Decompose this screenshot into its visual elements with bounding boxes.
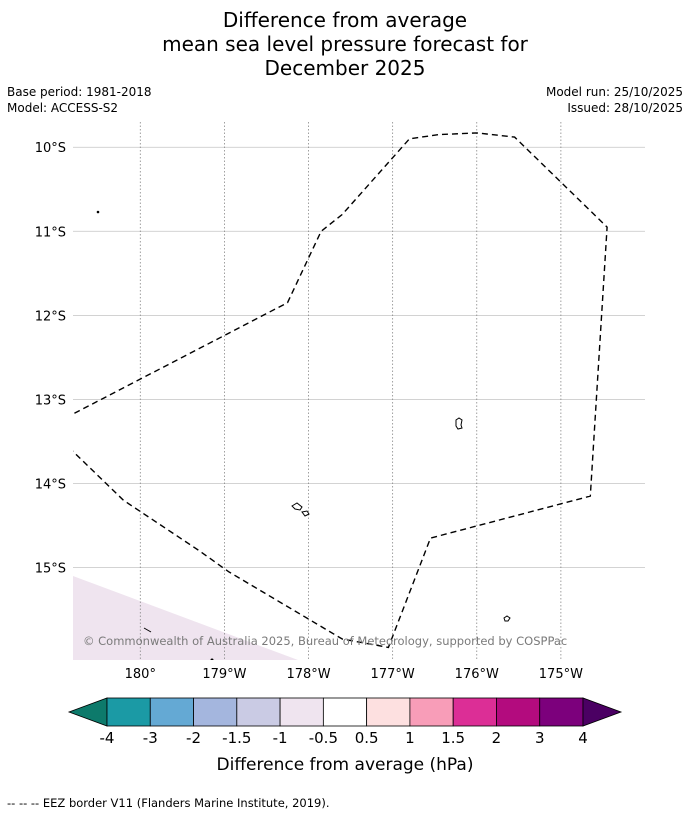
longitude-label: 179°W	[202, 667, 246, 682]
colorbar-cell	[366, 697, 411, 727]
colorbar-cell	[149, 697, 194, 727]
island-outline	[210, 658, 214, 660]
eez-legend-text: EEZ border V11 (Flanders Marine Institut…	[42, 796, 330, 810]
colorbar: -4 -3 -2 -1.5 -1 -0.5 0.5 1 1.5 2 3 4 Difference fr…	[67, 697, 623, 775]
colorbar-cell	[193, 697, 238, 727]
anomaly-region	[73, 576, 298, 660]
longitude-label: 175°W	[539, 667, 583, 682]
model-run: Model run: 25/10/2025	[545, 85, 683, 99]
colorbar-cell	[452, 697, 497, 727]
island-outline	[503, 615, 511, 622]
colorbar-tick-label: -1	[273, 729, 288, 747]
island-outline	[143, 627, 152, 633]
colorbar-tick-label: 2	[492, 729, 502, 747]
base-period: Base period: 1981-2018	[7, 85, 152, 99]
colorbar-cell	[279, 697, 324, 727]
colorbar-tick-label: 3	[535, 729, 545, 747]
island-outline	[301, 510, 310, 517]
colorbar-cell	[539, 697, 584, 727]
eez-legend-symbol: -- -- --	[7, 796, 40, 810]
issued-date: Issued: 28/10/2025	[567, 101, 683, 115]
island-outline	[291, 502, 303, 511]
title-line-2: mean sea level pressure forecast for	[162, 32, 528, 56]
colorbar-cell	[106, 697, 151, 727]
colorbar-tick-label: -2	[186, 729, 201, 747]
title-line-3: December 2025	[264, 56, 426, 80]
colorbar-tick-label: 4	[578, 729, 588, 747]
colorbar-tick-label: -4	[100, 729, 115, 747]
latitude-label: 12°S	[35, 309, 66, 324]
footer-legend: -- -- -- EEZ border V11 (Flanders Marine…	[7, 796, 330, 810]
colorbar-tick-label: -3	[143, 729, 158, 747]
island-outline	[455, 417, 463, 430]
colorbar-cell	[236, 697, 281, 727]
colorbar-cell	[496, 697, 541, 727]
island-outline	[96, 210, 100, 214]
eez-border-line	[73, 132, 608, 649]
copyright-credit: © Commonwealth of Australia 2025, Bureau…	[83, 634, 567, 648]
colorbar-tick-label: -0.5	[309, 729, 338, 747]
latitude-label: 14°S	[35, 477, 66, 492]
colorbar-cell	[409, 697, 454, 727]
longitude-label: 177°W	[371, 667, 415, 682]
colorbar-extend-high	[582, 697, 623, 727]
island-features	[96, 210, 511, 660]
colorbar-tick-label: -1.5	[222, 729, 251, 747]
latitude-label: 15°S	[35, 562, 66, 577]
longitude-label: 176°W	[455, 667, 499, 682]
colorbar-extend-low	[67, 697, 108, 727]
longitude-label: 178°W	[286, 667, 330, 682]
latitude-label: 13°S	[35, 393, 66, 408]
colorbar-tick-label: 1	[405, 729, 415, 747]
longitude-label: 180°	[125, 667, 156, 682]
latitude-label: 11°S	[35, 225, 66, 240]
colorbar-tick-label: 1.5	[441, 729, 465, 747]
model-name: Model: ACCESS-S2	[7, 101, 119, 115]
map-panel: © Commonwealth of Australia 2025, Bureau…	[35, 122, 645, 682]
latitude-label: 10°S	[35, 141, 66, 156]
colorbar-tick-label: 0.5	[355, 729, 379, 747]
colorbar-label: Difference from average (hPa)	[217, 755, 474, 775]
colorbar-cell	[322, 697, 368, 727]
title-line-1: Difference from average	[222, 8, 468, 32]
